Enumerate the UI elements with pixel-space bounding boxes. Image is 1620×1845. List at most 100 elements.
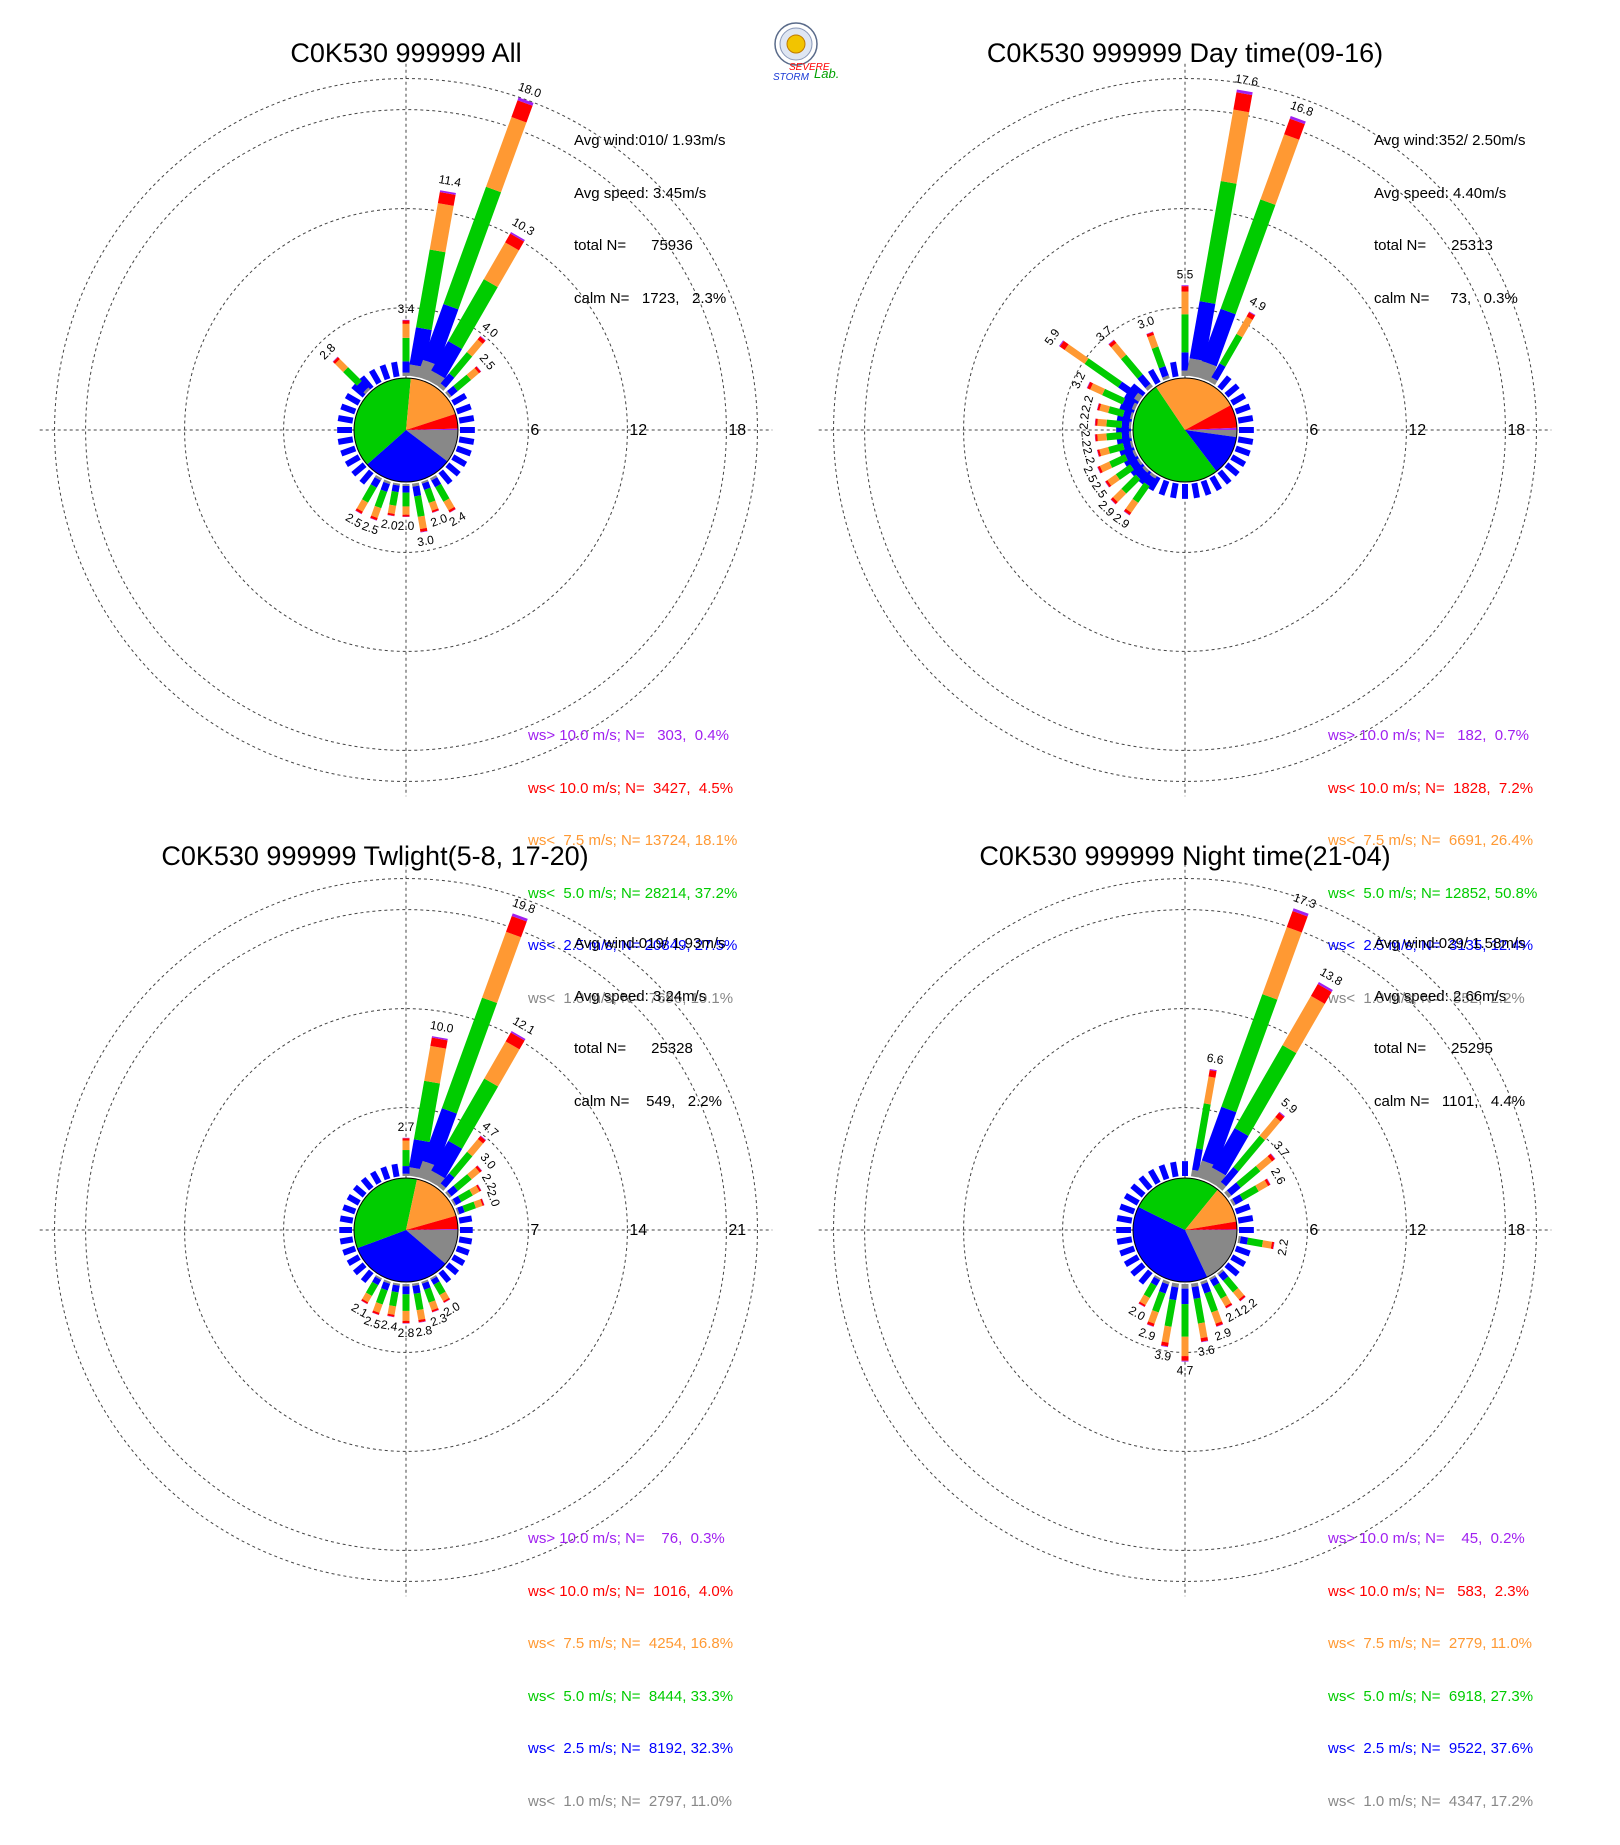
minor-bar — [346, 457, 359, 464]
wind-bar-segment — [1239, 1169, 1259, 1185]
bar-value-label: 4.9 — [1247, 294, 1269, 315]
ring-label: 7 — [530, 1222, 539, 1239]
wind-bar-segment — [1203, 1281, 1204, 1284]
bar-value-label: 2.4 — [380, 1317, 399, 1334]
wind-bar-segment — [425, 483, 427, 489]
wind-bar-segment — [1212, 1277, 1213, 1279]
wind-bar-segment — [491, 246, 512, 283]
minor-bar — [363, 1271, 371, 1281]
avg-wind: Avg wind:029/ 1.58m/s — [1374, 935, 1525, 953]
wind-bar-segment — [1226, 1279, 1236, 1291]
minor-bar — [1236, 1248, 1250, 1253]
wind-bar-segment — [1140, 376, 1148, 385]
wind-bar-segment — [1151, 336, 1155, 348]
calm-n: calm N= 73, 0.3% — [1374, 290, 1525, 308]
wind-bar-segment — [475, 1203, 482, 1205]
minor-bar — [459, 1239, 472, 1241]
wind-bar-segment — [469, 371, 477, 378]
wind-bar-segment — [1098, 453, 1100, 454]
minor-bar — [441, 1271, 449, 1281]
wind-bar-segment — [1166, 376, 1167, 379]
minor-bar — [1173, 1162, 1176, 1177]
wind-bar-segment — [1062, 344, 1067, 347]
wind-bar-segment — [1098, 407, 1100, 408]
minor-bar — [1238, 418, 1253, 421]
wind-bar-segment — [421, 516, 423, 528]
bar-value-label: 3.9 — [1153, 1347, 1172, 1364]
wind-bar-segment — [454, 1199, 459, 1202]
minor-bar — [453, 457, 466, 464]
wind-bar-segment — [1122, 424, 1129, 425]
wind-bar-segment — [1109, 410, 1124, 414]
wind-bar-segment — [375, 1278, 378, 1283]
wind-bar-segment — [374, 479, 378, 486]
bar-value-label: 3.6 — [1197, 1342, 1216, 1359]
wind-bar-segment — [512, 238, 517, 247]
wind-bar-segment — [447, 1194, 449, 1196]
minor-bar — [1132, 1265, 1143, 1275]
minor-bar — [459, 439, 474, 442]
wind-bar-segment — [1262, 1244, 1271, 1246]
wind-bar-segment — [1061, 343, 1062, 344]
wind-bar-segment — [478, 1168, 480, 1170]
bar-value-label: 11.4 — [438, 172, 463, 190]
bar-value-label: 17.6 — [1234, 71, 1260, 89]
wind-bar-segment — [1221, 1273, 1226, 1279]
wind-bar-segment — [1175, 1283, 1176, 1287]
wind-bar-segment — [519, 103, 525, 120]
wind-bar-segment — [438, 486, 446, 500]
legend-item: ws> 10.0 m/s; N= 303, 0.4% — [528, 727, 737, 745]
wind-bar-segment — [1289, 1000, 1317, 1049]
wind-bar-segment — [434, 479, 438, 486]
wind-bar-segment — [374, 517, 375, 519]
minor-bar — [447, 465, 458, 475]
minor-bar — [1141, 1177, 1151, 1188]
minor-bar — [459, 418, 474, 421]
chart-title: C0K530 999999 Day time(09-16) — [987, 38, 1383, 69]
bar-value-label: 2.5 — [360, 519, 381, 538]
legend-item: ws< 10.0 m/s; N= 583, 2.3% — [1328, 1583, 1533, 1601]
wind-bar-segment — [481, 1202, 483, 1203]
wind-bar-segment — [335, 359, 337, 361]
wind-bar-segment — [441, 1186, 444, 1189]
wind-bar-segment — [1087, 361, 1120, 384]
legend: ws> 10.0 m/s; N= 76, 0.3% ws< 10.0 m/s; … — [528, 1495, 733, 1845]
wind-bar-segment — [1241, 1297, 1242, 1299]
minor-bar — [1220, 377, 1230, 388]
wind-bar-segment — [420, 1310, 422, 1320]
wind-bar-segment — [1129, 501, 1136, 511]
bar-value-label: 2.7 — [398, 1120, 415, 1134]
wind-bar-segment — [376, 1303, 379, 1311]
wind-bar-segment — [1162, 367, 1165, 376]
wind-bar-segment — [1168, 1300, 1173, 1327]
bar-value-label: 2.2 — [1275, 1238, 1292, 1257]
minor-bar — [1151, 1170, 1158, 1183]
wind-bar-segment — [1132, 462, 1139, 467]
wind-bar-segment — [1114, 345, 1124, 357]
wind-bar-segment — [1154, 1278, 1157, 1284]
wind-bar-segment — [416, 1286, 417, 1294]
wind-bar-segment — [395, 1285, 396, 1292]
wind-bar-segment — [384, 1283, 386, 1290]
wind-bar-segment — [1212, 379, 1214, 383]
legend-item: ws< 2.5 m/s; N= 9522, 37.6% — [1328, 1740, 1533, 1758]
wind-bar-segment — [1215, 1311, 1219, 1322]
wind-bar-segment — [427, 489, 432, 502]
wind-bar-segment — [1247, 1241, 1262, 1244]
wind-bar-segment — [1207, 1077, 1212, 1104]
bar-value-label: 2.2 — [1078, 394, 1096, 414]
legend-item: ws< 5.0 m/s; N= 8444, 33.3% — [528, 1688, 733, 1706]
wind-bar-segment — [1236, 1290, 1242, 1297]
minor-bar — [457, 1248, 469, 1252]
wind-bar-segment — [1107, 483, 1109, 484]
wind-bar-segment — [1122, 435, 1129, 436]
wind-bar-segment — [1109, 446, 1124, 450]
legend-item: ws< 10.0 m/s; N= 1016, 4.0% — [528, 1583, 733, 1601]
legend-item: ws< 10.0 m/s; N= 3427, 4.5% — [528, 780, 737, 798]
stats-info: Avg wind:019/ 1.93m/s Avg speed: 3.24m/s… — [574, 900, 725, 1145]
wind-bar-segment — [1270, 930, 1294, 997]
wind-bar-segment — [1219, 1323, 1220, 1326]
wind-bar-segment — [379, 1289, 384, 1303]
